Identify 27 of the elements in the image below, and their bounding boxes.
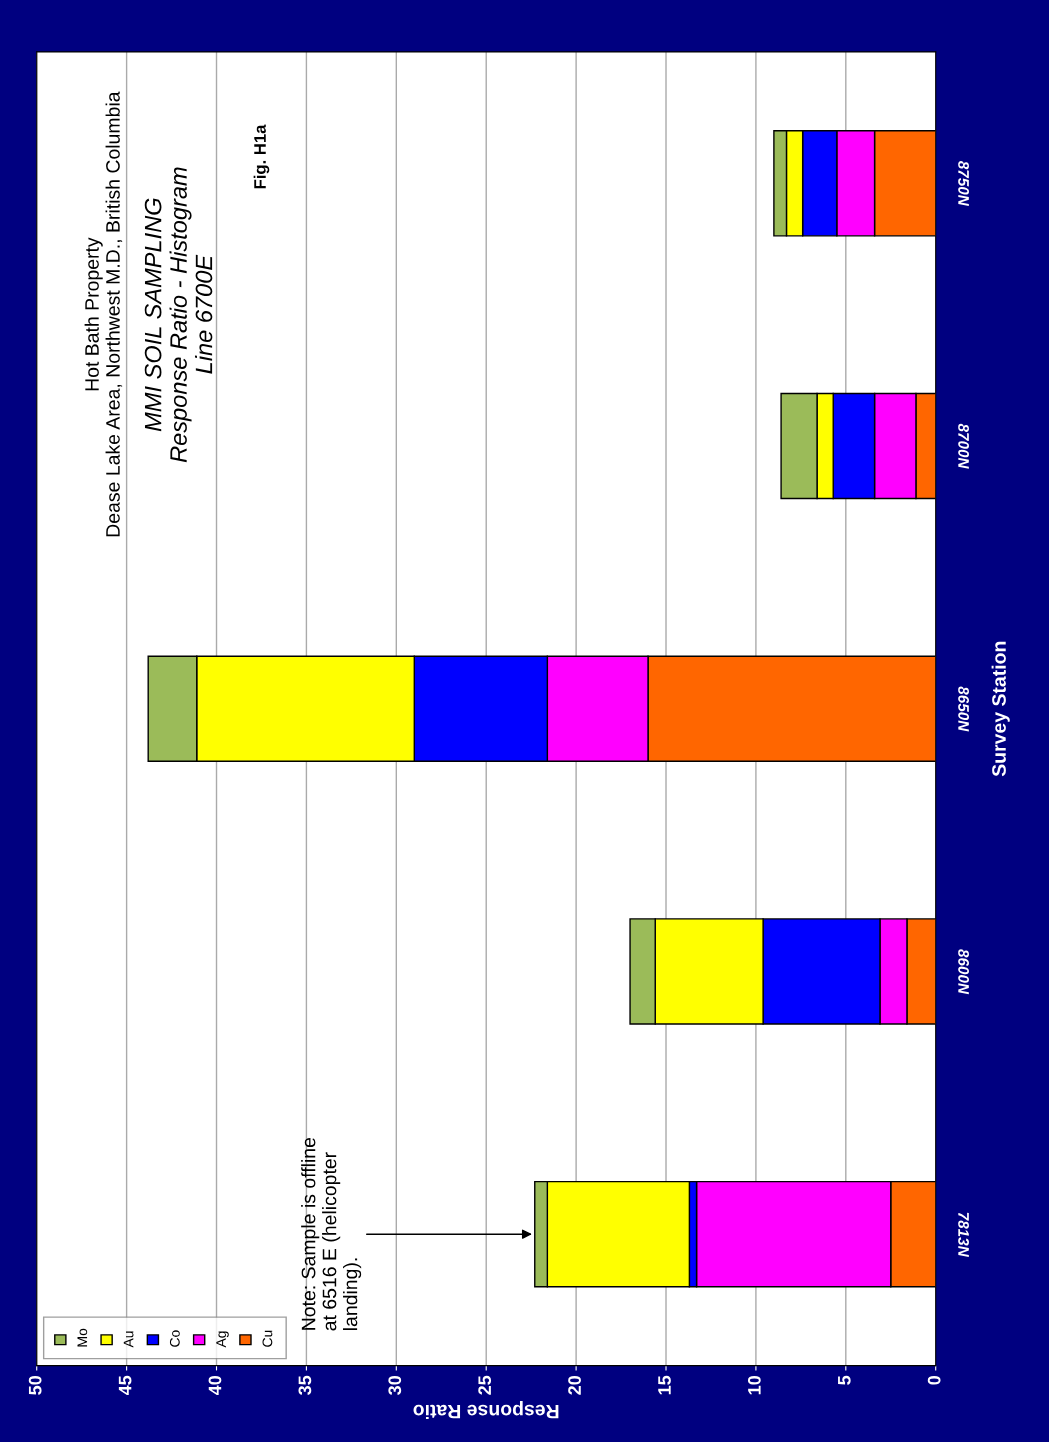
legend-label: Mo [77,1328,88,1347]
x-tick-label: 10 [747,1376,761,1395]
legend-label: Au [123,1331,134,1348]
annotation: Fig. H1a [253,124,270,189]
y-tick-label: 8650N [958,686,969,732]
legend-label: Ag [216,1331,229,1348]
x-tick-label: 40 [208,1376,222,1396]
x-tick-label: 5 [838,1375,851,1385]
legend-label: Co [169,1330,180,1347]
x-tick-label: 50 [28,1376,42,1395]
x-tick-label: 35 [298,1375,312,1395]
x-tick-label: 45 [118,1375,132,1396]
x-tick-label: 30 [388,1376,402,1395]
y-axis-title: Survey Station [991,641,1010,777]
x-tick-label: 0 [927,1376,941,1385]
y-tick-label: 7813N [958,1212,969,1257]
annotation: Note: Sample is offline at 6516 E (helicopter landing). [301,1137,362,1331]
y-tick-label: 8750N [958,160,969,207]
y-tick-label: 8600N [958,949,969,995]
legend-label: Cu [262,1330,273,1347]
y-tick-label: 8700N [958,423,969,469]
text: MMI SOIL SAMPLING Response Ratio - Histogram Line 6700E [144,167,213,463]
x-axis-title: Response Ratio [413,1400,559,1420]
x-tick-label: 25 [478,1375,492,1395]
x-tick-label: 15 [658,1375,671,1395]
x-tick-label: 20 [568,1376,581,1395]
text: Hot Bath Property Dease Lake Area, Northwest M.D., British Columbia [84,91,123,537]
